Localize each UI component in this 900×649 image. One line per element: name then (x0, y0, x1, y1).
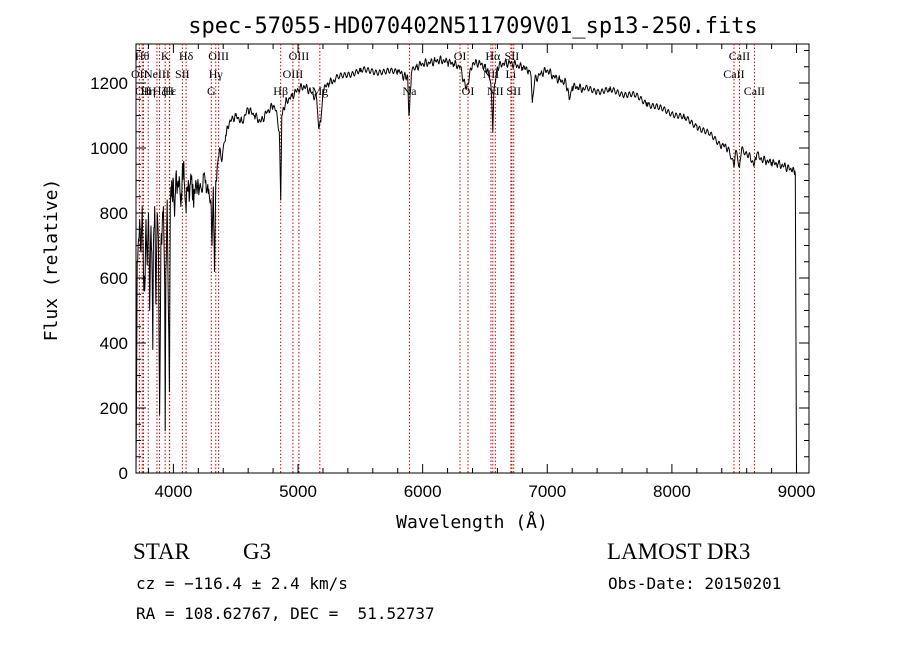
line-label-18: Na (402, 84, 417, 98)
line-label-15: OIII (283, 67, 304, 81)
object-class: STAR (133, 539, 190, 564)
x-tick-label-0: 4000 (154, 482, 192, 501)
line-label-3: Hη (141, 84, 156, 98)
axis-ticks: 4000 5000 6000 7000 8000 9000 0 200 400 600 800 100… (90, 44, 815, 501)
observation-date: Obs-Date: 20150201 (608, 574, 782, 593)
line-label-14: Hβ (273, 84, 288, 98)
line-label-20: OI (462, 84, 475, 98)
line-label-10: Hδ (179, 49, 194, 63)
line-label-2: OII (135, 84, 152, 98)
plot-frame (135, 43, 810, 474)
line-label-19: OI (454, 49, 467, 63)
y-axis-label: Flux (relative) (41, 179, 62, 342)
line-label-12: Hγ (209, 67, 224, 81)
series-group (135, 55, 797, 474)
y-tick-label-1: 200 (100, 399, 128, 418)
line-label-28: CaII (729, 49, 750, 63)
object-subclass: G3 (243, 539, 272, 564)
y-tick-label-5: 1000 (90, 139, 128, 158)
line-label-9: SII (175, 67, 190, 81)
x-tick-label-2: 6000 (404, 482, 442, 501)
redshift-text: cz = −116.4 ± 2.4 km/s (136, 574, 348, 593)
line-label-0: OII (131, 67, 148, 81)
chart-title: spec-57055-HD070402N511709V01_sp13-250.f… (188, 14, 758, 39)
line-label-29: CaII (744, 84, 765, 98)
y-tick-label-6: 1200 (90, 74, 128, 93)
line-label-13: OIII (208, 49, 229, 63)
line-label-5: Hζ (153, 84, 167, 98)
series-line-0 (135, 55, 797, 474)
line-label-8: H (165, 84, 174, 98)
line-label-11: G (207, 84, 216, 98)
line-label-27: CaII (723, 67, 744, 81)
line-label-22: Hα (485, 49, 501, 63)
x-tick-label-4: 8000 (653, 482, 691, 501)
x-tick-label-1: 5000 (279, 482, 317, 501)
y-tick-label-0: 0 (119, 464, 128, 483)
line-label-6: K (161, 49, 170, 63)
spectral-line-markers (138, 44, 755, 473)
line-label-23: NII (487, 84, 504, 98)
line-label-16: OIII (289, 49, 310, 63)
line-label-24: Li (506, 67, 517, 81)
y-tick-label-4: 800 (100, 204, 128, 223)
x-tick-label-3: 7000 (528, 482, 566, 501)
line-label-25: SII (505, 49, 520, 63)
x-tick-label-5: 9000 (778, 482, 816, 501)
line-label-7: Hε (163, 84, 177, 98)
y-tick-label-2: 400 (100, 334, 128, 353)
x-axis-label: Wavelength (Å) (396, 511, 548, 533)
line-label-26: SII (506, 84, 521, 98)
y-tick-label-3: 600 (100, 269, 128, 288)
line-label-1: Hθ (135, 49, 150, 63)
line-label-4: NeIII (144, 67, 170, 81)
survey-name: LAMOST DR3 (607, 539, 751, 564)
coordinates-text: RA = 108.62767, DEC = 51.52737 (136, 604, 435, 623)
spectral-line-labels: OIIHθOIIHηNeIIIHζKHεHSIIHδGHγOIIIHβOIIIO… (131, 49, 765, 98)
